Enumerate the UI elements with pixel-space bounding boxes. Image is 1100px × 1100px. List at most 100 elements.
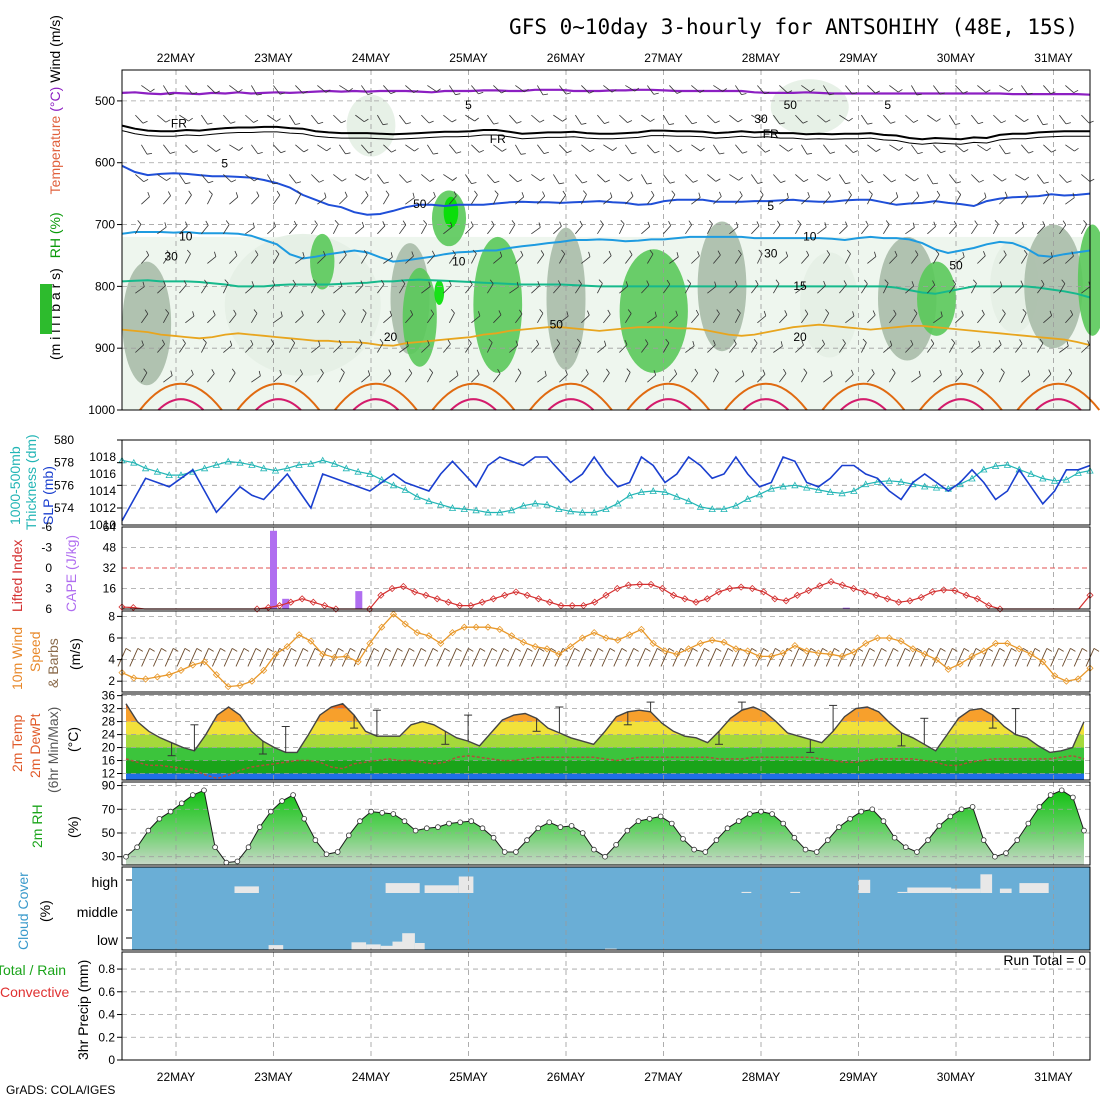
axis-title-part: Temperature: [47, 116, 63, 195]
wind-barb: [361, 144, 369, 154]
bottom-date-label: 25MAY: [449, 1070, 487, 1084]
wind-barb: [581, 314, 590, 324]
bottom-date-label: 30MAY: [937, 1070, 975, 1084]
wind-barb-flag: [963, 149, 969, 153]
rh-point: [401, 818, 408, 824]
rh-point: [446, 820, 452, 827]
thickness-panel-frame: [121, 439, 1091, 526]
rh-point: [279, 798, 285, 804]
wind-barb: [333, 223, 339, 235]
high-cloud-block: [999, 888, 1012, 893]
wind-barb-flag: [234, 250, 238, 256]
lifted-index-marker: [309, 598, 317, 606]
wind-barb-flag: [985, 89, 991, 93]
wind-barb-flag: [654, 311, 657, 317]
wind-barb: [223, 224, 230, 235]
wind-barb-flag: [784, 310, 788, 315]
top-date-label: 28MAY: [742, 51, 780, 65]
wind-speed-marker: [142, 675, 150, 683]
wind-barb: [185, 144, 194, 153]
wind-barb-flag: [777, 220, 781, 226]
wind-barb: [861, 283, 868, 294]
wind-barb-flag: [1074, 147, 1079, 152]
wind-barb: [641, 114, 651, 122]
wind-barb-flag: [361, 221, 365, 227]
thickness-marker: [873, 478, 882, 485]
wind-barb: [823, 85, 830, 96]
wind-barb: [251, 375, 261, 383]
wind-barb: [955, 315, 964, 324]
wind-barb: [245, 227, 255, 235]
wind-barb-flag: [540, 177, 545, 182]
wind-barb-flag: [630, 191, 634, 197]
surface-wind-barb: [518, 648, 528, 667]
wind-barb-flag: [566, 150, 572, 154]
wind-barb-flag: [893, 309, 897, 315]
wind-barb-flag: [450, 222, 453, 228]
wind-barb: [1015, 226, 1025, 235]
wind-speed-marker: [980, 647, 988, 655]
wind-barb-flag: [653, 92, 659, 95]
rh-point: [1036, 804, 1043, 810]
wind-barb-flag: [429, 178, 435, 182]
surface-wind-barb-flag: [1022, 648, 1029, 652]
wind-barb-flag: [537, 280, 540, 286]
wind-barb: [471, 144, 480, 153]
wind-barb: [685, 345, 695, 353]
wind-barb: [625, 254, 633, 264]
rh-point: [1047, 792, 1054, 798]
wind-barb-flag: [521, 192, 525, 198]
wind-speed-marker: [130, 674, 138, 682]
wind-barb: [1059, 283, 1066, 294]
rh-point: [680, 836, 686, 842]
y-tick-label: 70: [102, 802, 116, 816]
wind-barb-flag: [279, 92, 285, 95]
rh-point: [691, 846, 697, 853]
rh-point: [134, 844, 140, 850]
y-tick-label: 600: [95, 156, 115, 170]
wind-barb: [619, 223, 625, 234]
temp-band: [126, 773, 1084, 780]
wind-speed-marker: [1003, 639, 1011, 647]
wind-barb: [757, 253, 763, 264]
wind-barb-flag: [894, 250, 898, 256]
y-tick-label: 16: [102, 754, 116, 768]
run-total-label: Run Total = 0: [1003, 952, 1086, 968]
isotherm-30c-arc: [157, 398, 205, 411]
surface-wind-barb-flag: [715, 648, 722, 652]
rh-contour-region: [224, 233, 381, 376]
wind-barb-flag: [185, 182, 191, 185]
wind-barb-flag: [455, 93, 461, 96]
wind-barb-flag: [431, 250, 435, 256]
lifted-index-marker: [366, 605, 374, 613]
wind-barb-flag: [559, 221, 562, 227]
wind-barb-flag: [611, 89, 617, 93]
wind-barb: [427, 313, 435, 324]
wind-barb-flag: [1008, 87, 1013, 92]
isotherm-20c: [121, 323, 1091, 347]
surface-wind-barb: [471, 648, 481, 667]
surface-wind-barb: [908, 648, 918, 667]
lifted-index-marker: [726, 584, 734, 593]
wind-speed-marker: [708, 636, 716, 644]
wind-barb: [1065, 197, 1075, 205]
slp-tick-label: 1012: [89, 501, 116, 515]
lifted-index-marker: [973, 595, 981, 603]
wind-barb: [603, 196, 613, 205]
wind-barb-flag: [302, 91, 308, 94]
wind-barb-flag: [742, 370, 745, 376]
surface-wind-barb-flag: [196, 648, 203, 652]
surface-wind-barb: [495, 648, 505, 667]
wind-barb: [647, 195, 655, 205]
wind-barb: [179, 343, 186, 353]
lifted-index-marker: [658, 584, 666, 593]
wind-barb-flag: [251, 281, 255, 287]
rh-point: [624, 827, 631, 834]
wind-barb-flag: [830, 370, 833, 376]
wind-barb-flag: [556, 339, 561, 344]
wind-speed-marker: [932, 656, 941, 664]
wind-barb-flag: [237, 89, 243, 93]
surface-wind-barb-flag: [1034, 648, 1041, 652]
wind-barb: [823, 313, 830, 324]
wind-barb-flag: [717, 250, 721, 256]
